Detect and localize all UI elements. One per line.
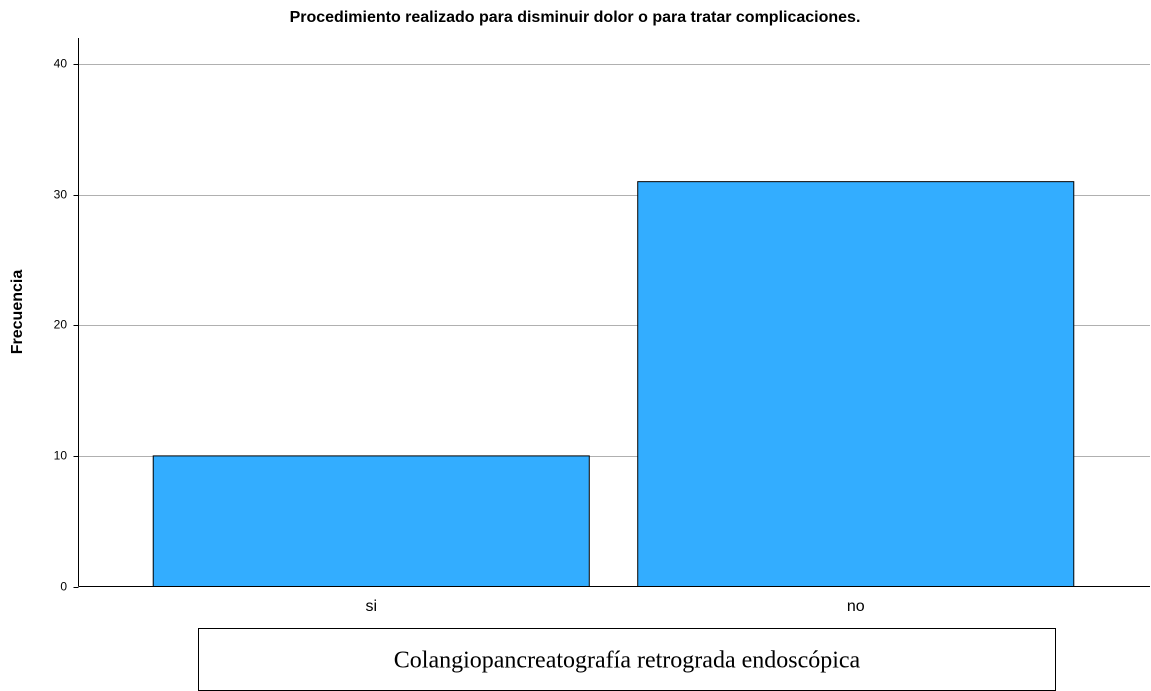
x-tick-label: si xyxy=(365,598,377,615)
y-tick-label: 10 xyxy=(54,449,68,463)
x-tick-label: no xyxy=(847,598,865,615)
x-axis-label: Colangiopancreatografía retrograda endos… xyxy=(394,648,861,674)
y-tick-label: 20 xyxy=(54,318,68,332)
y-axis-label: Frecuencia xyxy=(9,270,26,355)
y-tick-label: 30 xyxy=(54,188,68,202)
chart-title: Procedimiento realizado para disminuir d… xyxy=(290,9,861,26)
x-label-box xyxy=(198,628,1056,691)
bar xyxy=(637,181,1075,587)
bar xyxy=(152,455,590,587)
y-tick-label: 40 xyxy=(54,57,68,71)
y-tick-label: 0 xyxy=(60,580,67,594)
